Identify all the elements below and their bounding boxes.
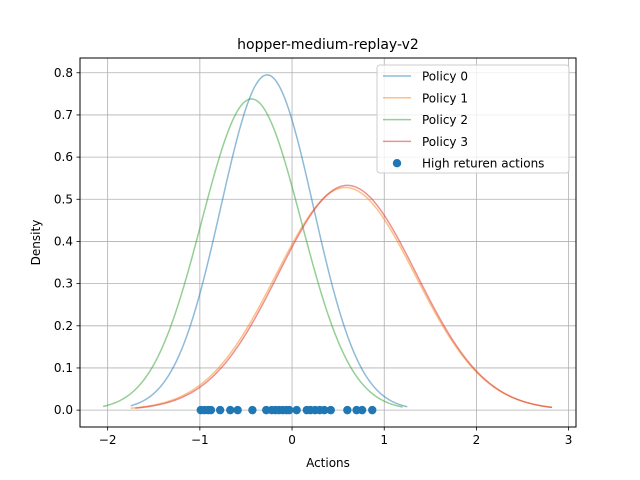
legend: Policy 0 Policy 1 Policy 2 Policy 3 High ret…	[376, 64, 570, 174]
y-tick-label: 0.7	[54, 108, 73, 122]
scatter-point	[215, 405, 225, 415]
series-line-policy-1	[130, 186, 553, 409]
scatter-point	[292, 405, 301, 415]
x-axis-label: Actions	[306, 456, 350, 470]
x-tick-label: 1	[380, 433, 388, 447]
y-tick-label: 0.3	[54, 277, 73, 291]
series-line-policy-2	[102, 98, 403, 408]
x-tick-label: −2	[99, 433, 117, 447]
x-tick-label: 2	[473, 433, 481, 447]
scatter-point	[343, 405, 352, 415]
scatter-point	[226, 405, 235, 415]
series-lines	[102, 74, 553, 409]
y-tick-label: 0.8	[54, 66, 73, 80]
y-tick-label: 0.4	[54, 234, 73, 248]
legend-box	[376, 64, 570, 174]
scatter-point	[368, 405, 377, 415]
legend-label: Policy 0	[422, 70, 468, 84]
series-line-policy-3	[135, 184, 553, 409]
y-tick-label: 0.0	[54, 403, 73, 417]
scatter-point	[206, 405, 216, 415]
legend-label: Policy 2	[422, 113, 468, 127]
x-tick-label: 0	[288, 433, 296, 447]
y-tick-label: 0.5	[54, 192, 73, 206]
y-tick-label: 0.6	[54, 150, 73, 164]
scatter-point	[248, 405, 257, 415]
y-tick-label: 0.2	[54, 319, 73, 333]
axis-ticks: −2 −1 0 1 2 3 0.0 0.1 0.2 0.3 0.4 0.5 0.6 0.7 0.8	[54, 66, 573, 447]
chart-title: hopper-medium-replay-v2	[237, 37, 419, 53]
legend-label: Policy 3	[422, 135, 468, 149]
x-tick-label: 3	[565, 433, 573, 447]
scatter-point	[233, 405, 242, 415]
series-line-policy-0	[130, 74, 408, 408]
scatter-point	[326, 405, 335, 415]
scatter-points	[196, 405, 377, 415]
y-tick-label: 0.1	[54, 361, 73, 375]
x-tick-label: −1	[191, 433, 209, 447]
scatter-point	[357, 405, 367, 415]
scatter-point	[285, 405, 294, 415]
axes-frame	[79, 57, 577, 428]
legend-label: High returen actions	[422, 157, 544, 171]
legend-label: Policy 1	[422, 91, 468, 105]
legend-swatch	[392, 159, 402, 168]
y-axis-label: Density	[29, 220, 43, 266]
scatter-point	[320, 405, 329, 415]
